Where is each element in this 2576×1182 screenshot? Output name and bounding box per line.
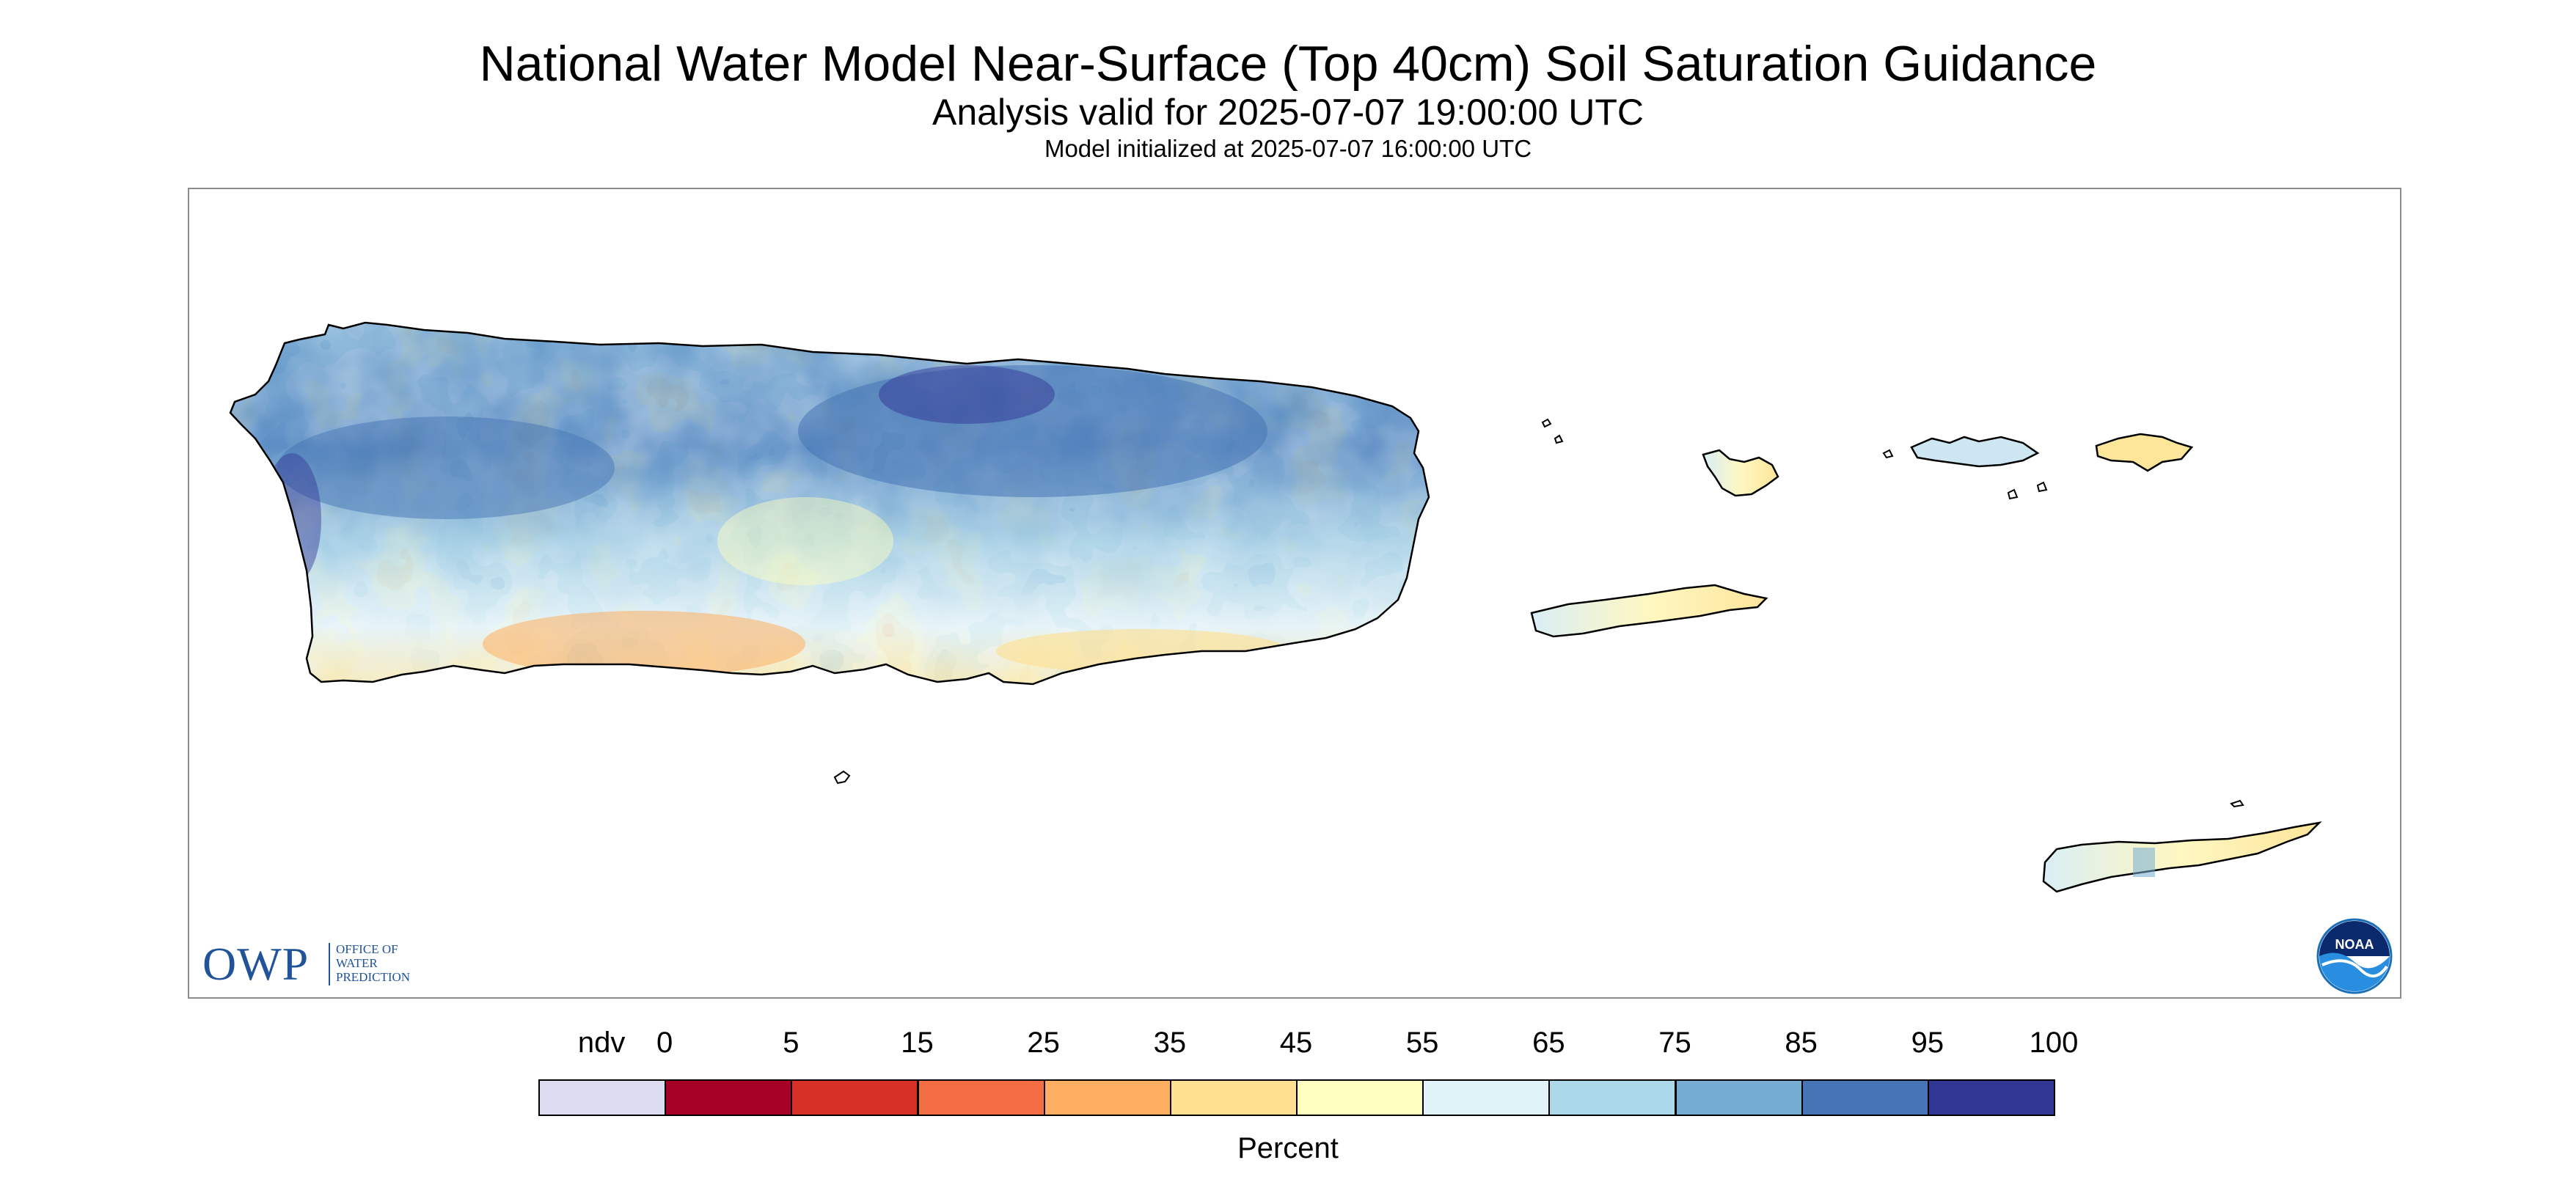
colorbar-legend: ndv 0 5 15 25 35 45 55 65 75 85 95 100 Percent — [0, 1027, 2576, 1182]
colorbar-tick-label: 15 — [901, 1027, 934, 1059]
colorbar-tick-label: ndv — [577, 1027, 626, 1059]
islet-icon — [2230, 799, 2244, 808]
colorbar-tick-label: 75 — [1658, 1027, 1691, 1059]
islet-icon — [1541, 418, 1552, 428]
map-canvas — [229, 321, 2322, 893]
st-croix-island — [2042, 821, 2322, 893]
owp-logo-line: WATER — [336, 956, 378, 970]
colorbar-swatch — [1548, 1079, 1677, 1116]
colorbar-label: Percent — [1237, 1132, 1339, 1164]
analysis-valid-subtitle: Analysis valid for 2025-07-07 19:00:00 U… — [932, 92, 1644, 133]
colorbar-tick-label: 35 — [1153, 1027, 1187, 1059]
colorbar-swatch — [665, 1079, 793, 1116]
colorbar-tick-label: 55 — [1405, 1027, 1439, 1059]
owp-logo-text: OWP — [202, 938, 310, 990]
islet-icon — [2036, 481, 2048, 493]
st-thomas-island — [1910, 436, 2040, 468]
islet-icon — [1554, 434, 1564, 444]
colorbar-swatch — [917, 1079, 1045, 1116]
colorbar-swatch — [1296, 1079, 1424, 1116]
islet-icon — [2007, 488, 2019, 500]
puerto-rico-island — [229, 321, 1430, 686]
colorbar-swatch — [1422, 1079, 1551, 1116]
culebra-island — [1702, 449, 1779, 497]
owp-logo-line: PREDICTION — [336, 970, 411, 984]
colorbar-swatch — [1801, 1079, 1929, 1116]
islet-icon — [1882, 449, 1894, 459]
colorbar-tick-label: 95 — [1911, 1027, 1944, 1059]
colorbar-tick-label: 100 — [2029, 1027, 2079, 1059]
vieques-island — [1530, 584, 1768, 638]
colorbar-tick-label: 25 — [1027, 1027, 1060, 1059]
owp-logo-line: OFFICE OF — [336, 942, 398, 956]
colorbar-swatch — [1169, 1079, 1298, 1116]
caja-de-muertos-islet — [833, 770, 851, 785]
colorbar-swatch — [1927, 1079, 2055, 1116]
colorbar-swatch — [538, 1079, 667, 1116]
noaa-logo-text: NOAA — [2335, 937, 2374, 952]
owp-logo-divider — [329, 943, 330, 985]
colorbar-tick-label: 65 — [1532, 1027, 1565, 1059]
colorbar-tick-label: 85 — [1785, 1027, 1818, 1059]
map-frame: OWP OFFICE OF WATER PREDICTION NOAA — [188, 188, 2401, 999]
model-initialized-line: Model initialized at 2025-07-07 16:00:00… — [1044, 135, 1532, 162]
colorbar-tick-label: 5 — [783, 1027, 799, 1059]
colorbar-tick-label: 45 — [1279, 1027, 1313, 1059]
colorbar-swatch — [791, 1079, 919, 1116]
colorbar-tick-label: 0 — [656, 1027, 673, 1059]
map-title: National Water Model Near-Surface (Top 4… — [479, 36, 2097, 92]
owp-logo: OWP OFFICE OF WATER PREDICTION — [202, 939, 444, 990]
colorbar-swatch — [1675, 1079, 1803, 1116]
st-john-island — [2095, 433, 2194, 472]
colorbar-swatch — [1043, 1079, 1171, 1116]
noaa-logo-icon: NOAA — [2316, 918, 2393, 994]
